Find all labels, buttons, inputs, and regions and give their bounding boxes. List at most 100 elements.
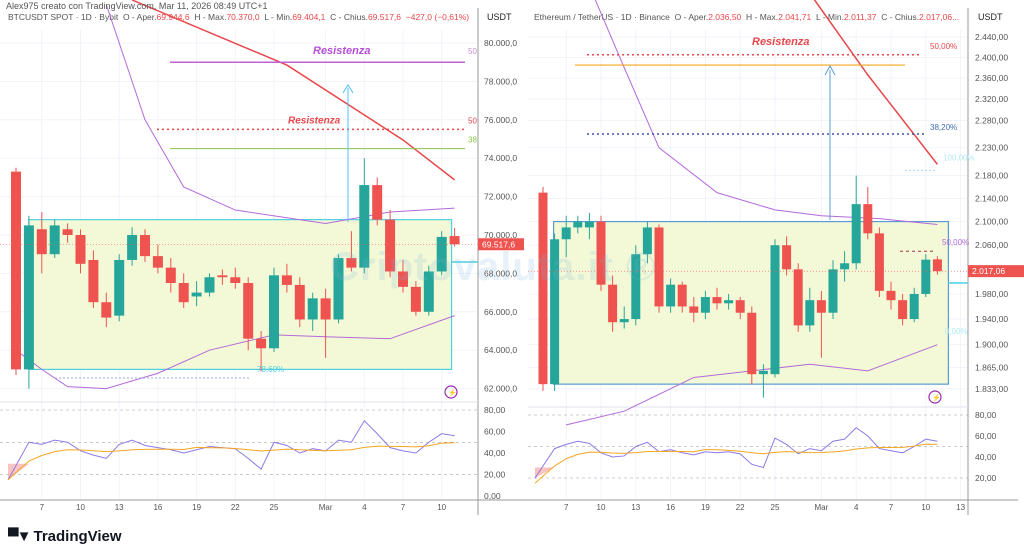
rsi-tick: 60,00 xyxy=(484,427,506,437)
price-tick: 1.865,00 xyxy=(975,363,1008,373)
price-tick: 2.230,00 xyxy=(975,143,1008,153)
chart-credit: Alex975 creato con TradingView.com, Mar … xyxy=(6,1,268,11)
upper-band-line xyxy=(594,0,938,226)
fib-label: 50 xyxy=(468,47,477,56)
candle-body xyxy=(49,225,60,255)
candle-body xyxy=(631,254,641,320)
arrow-head-icon xyxy=(342,84,354,94)
date-tick: 13 xyxy=(115,503,124,512)
candle-body xyxy=(191,292,202,297)
symbol[interactable]: BTCUSDT SPOT · 1D · Bybit xyxy=(8,12,119,22)
range-box xyxy=(28,219,453,370)
candle-body xyxy=(700,297,710,313)
date-tick: 10 xyxy=(597,503,606,512)
candle-body xyxy=(642,227,652,255)
price-tick: 1.940,00 xyxy=(975,314,1008,324)
moving-average-line xyxy=(813,0,938,165)
candle-body xyxy=(747,312,757,375)
price-tick: 2.060,00 xyxy=(975,240,1008,250)
rsi-tick: 20,00 xyxy=(975,473,997,483)
price-tick: 2.400,00 xyxy=(975,52,1008,62)
eth-unit[interactable]: USDT xyxy=(978,12,1003,22)
candle-body xyxy=(127,235,138,260)
date-tick: 10 xyxy=(437,503,446,512)
rsi-tick: 20,00 xyxy=(484,470,506,480)
candle-body xyxy=(874,233,884,291)
rsi-tick: 40,00 xyxy=(484,448,506,458)
date-tick: 19 xyxy=(192,503,201,512)
price-tick: 74.000,0 xyxy=(484,153,517,163)
rsi-tick: 40,00 xyxy=(975,452,997,462)
rsi-tick: 80,00 xyxy=(975,410,997,420)
fib-label: 50 xyxy=(468,116,477,125)
resistance-label: Resistenza xyxy=(288,115,341,126)
date-tick: 7 xyxy=(564,503,569,512)
candle-body xyxy=(735,300,745,313)
candle-body xyxy=(423,271,434,312)
candle-body xyxy=(101,302,112,318)
price-tick: 68.000,0 xyxy=(484,268,517,278)
lightning-glyph: ⚡ xyxy=(448,388,457,397)
price-tick: 2.100,00 xyxy=(975,217,1008,227)
candle-body xyxy=(88,259,99,303)
candle-body xyxy=(666,284,676,307)
candle-body xyxy=(921,259,931,294)
candle-body xyxy=(62,229,73,235)
fib-label: 50,00% xyxy=(942,238,969,247)
candle-body xyxy=(828,269,838,313)
rsi-tick: 60,00 xyxy=(975,431,997,441)
tradingview-logo[interactable]: ▀▼ TradingView xyxy=(8,528,122,545)
price-tick: 2.320,00 xyxy=(975,94,1008,104)
candle-body xyxy=(816,300,826,313)
resistance-label: Resistenza xyxy=(313,45,370,57)
rsi-ma-line xyxy=(7,442,455,481)
rsi-line xyxy=(534,426,938,479)
candle-body xyxy=(217,275,228,278)
date-tick: 25 xyxy=(771,503,780,512)
btc-unit[interactable]: USDT xyxy=(487,12,512,22)
date-tick: 19 xyxy=(701,503,710,512)
date-tick: 13 xyxy=(631,503,640,512)
candle-body xyxy=(561,227,571,240)
candle-body xyxy=(410,286,421,312)
candle-body xyxy=(307,298,318,320)
last-price-label: 69.517,6 xyxy=(482,239,515,249)
price-tick: 72.000,0 xyxy=(484,192,517,202)
price-tick: 66.000,0 xyxy=(484,307,517,317)
candle-body xyxy=(898,300,908,320)
date-tick: 16 xyxy=(666,503,675,512)
candle-body xyxy=(75,235,86,264)
candle-body xyxy=(294,284,305,320)
symbol[interactable]: Ethereum / TetherUS · 1D · Binance xyxy=(534,12,670,22)
candle-body xyxy=(359,185,370,268)
date-tick: Mar xyxy=(319,503,333,512)
candle-body xyxy=(596,221,606,285)
moving-average-line xyxy=(131,0,456,181)
candle-body xyxy=(269,275,279,349)
price-tick: 2.280,00 xyxy=(975,115,1008,125)
price-tick: 2.440,00 xyxy=(975,32,1008,42)
candle-body xyxy=(320,298,331,320)
resistance-label: Resistenza xyxy=(752,36,809,48)
candle-body xyxy=(204,277,215,293)
price-tick: 2.360,00 xyxy=(975,73,1008,83)
candle-body xyxy=(538,192,548,385)
candle-body xyxy=(909,293,919,320)
rsi-oversold-fill xyxy=(8,463,29,480)
candle-body xyxy=(550,239,560,385)
fib-label: 50,00% xyxy=(930,42,957,51)
fib-label: 38,20% xyxy=(930,123,957,132)
date-tick: 7 xyxy=(401,503,406,512)
candle-body xyxy=(770,245,780,375)
date-tick: 22 xyxy=(231,503,240,512)
lightning-icon xyxy=(444,385,458,399)
candle-body xyxy=(712,297,722,304)
date-tick: 16 xyxy=(153,503,162,512)
price-tick: 80.000,0 xyxy=(484,38,517,48)
candle-body xyxy=(654,227,664,307)
candle-body xyxy=(256,338,267,349)
candle-body xyxy=(805,300,815,326)
lower-band-line xyxy=(15,315,455,390)
candle-body xyxy=(782,245,792,270)
